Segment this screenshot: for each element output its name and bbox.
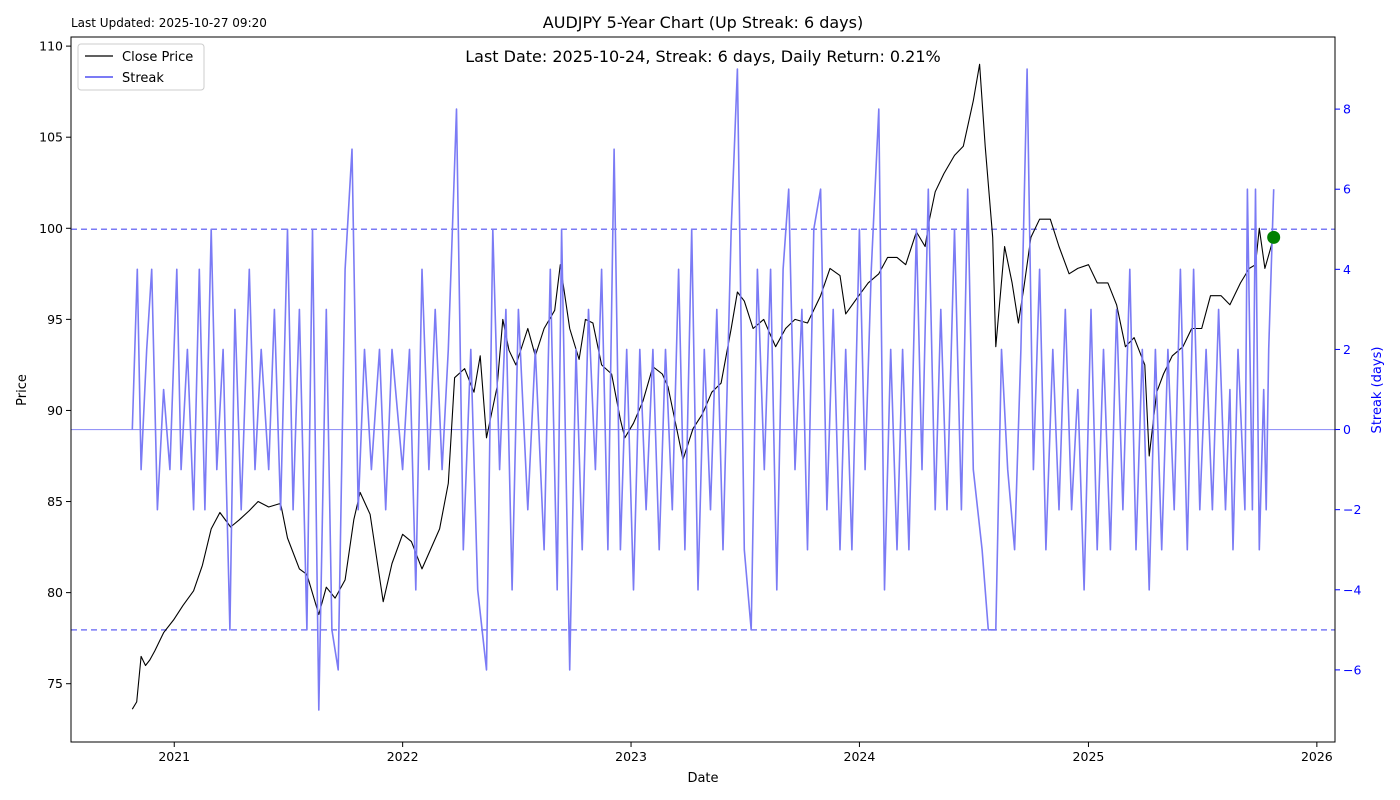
y-axis-label: Price xyxy=(15,374,30,406)
y2-tick-label-8: 8 xyxy=(1343,102,1351,117)
y2-tick-label-6: 6 xyxy=(1343,182,1351,197)
legend-streak-label: Streak xyxy=(122,71,164,86)
legend-close-price-label: Close Price xyxy=(122,50,193,65)
y-tick-label-80: 80 xyxy=(47,585,63,600)
plot-frame xyxy=(70,36,1336,743)
plot-area xyxy=(71,63,1335,711)
x-tick-label-2025: 2025 xyxy=(1073,749,1105,764)
legend: Close Price Streak xyxy=(77,43,205,91)
y2-axis: −6 −4 −2 0 2 4 6 8 xyxy=(1335,102,1361,677)
x-tick-label-2026: 2026 xyxy=(1301,749,1333,764)
streak-series-line xyxy=(131,68,1275,711)
y2-tick-label-4: 4 xyxy=(1343,262,1351,277)
chart-title: AUDJPY 5-Year Chart (Up Streak: 6 days) xyxy=(543,13,863,32)
y-tick-label-110: 110 xyxy=(39,39,63,54)
y2-tick-label--6: −6 xyxy=(1343,662,1361,677)
y2-tick-label--2: −2 xyxy=(1343,502,1361,517)
last-updated-label: Last Updated: 2025-10-27 09:20 xyxy=(71,16,267,30)
x-tick-label-2022: 2022 xyxy=(387,749,419,764)
y-tick-label-85: 85 xyxy=(47,494,63,509)
x-axis: 2021 2022 2023 2024 2025 2026 xyxy=(158,742,1333,764)
y2-axis-label: Streak (days) xyxy=(1370,347,1385,434)
y2-tick-label--4: −4 xyxy=(1343,582,1361,597)
y-tick-label-100: 100 xyxy=(39,221,63,236)
x-tick-label-2021: 2021 xyxy=(158,749,190,764)
last-close-marker xyxy=(1267,230,1281,244)
last-date-annotation: Last Date: 2025-10-24, Streak: 6 days, D… xyxy=(465,47,941,66)
x-axis-label: Date xyxy=(687,771,718,786)
x-tick-label-2023: 2023 xyxy=(615,749,647,764)
y-tick-label-105: 105 xyxy=(39,130,63,145)
y-tick-label-90: 90 xyxy=(47,403,63,418)
y2-tick-label-2: 2 xyxy=(1343,342,1351,357)
y2-tick-label-0: 0 xyxy=(1343,422,1351,437)
y-axis: 75 80 85 90 95 100 105 110 xyxy=(39,39,71,691)
y-tick-label-75: 75 xyxy=(47,676,63,691)
x-tick-label-2024: 2024 xyxy=(844,749,876,764)
y-tick-label-95: 95 xyxy=(47,312,63,327)
